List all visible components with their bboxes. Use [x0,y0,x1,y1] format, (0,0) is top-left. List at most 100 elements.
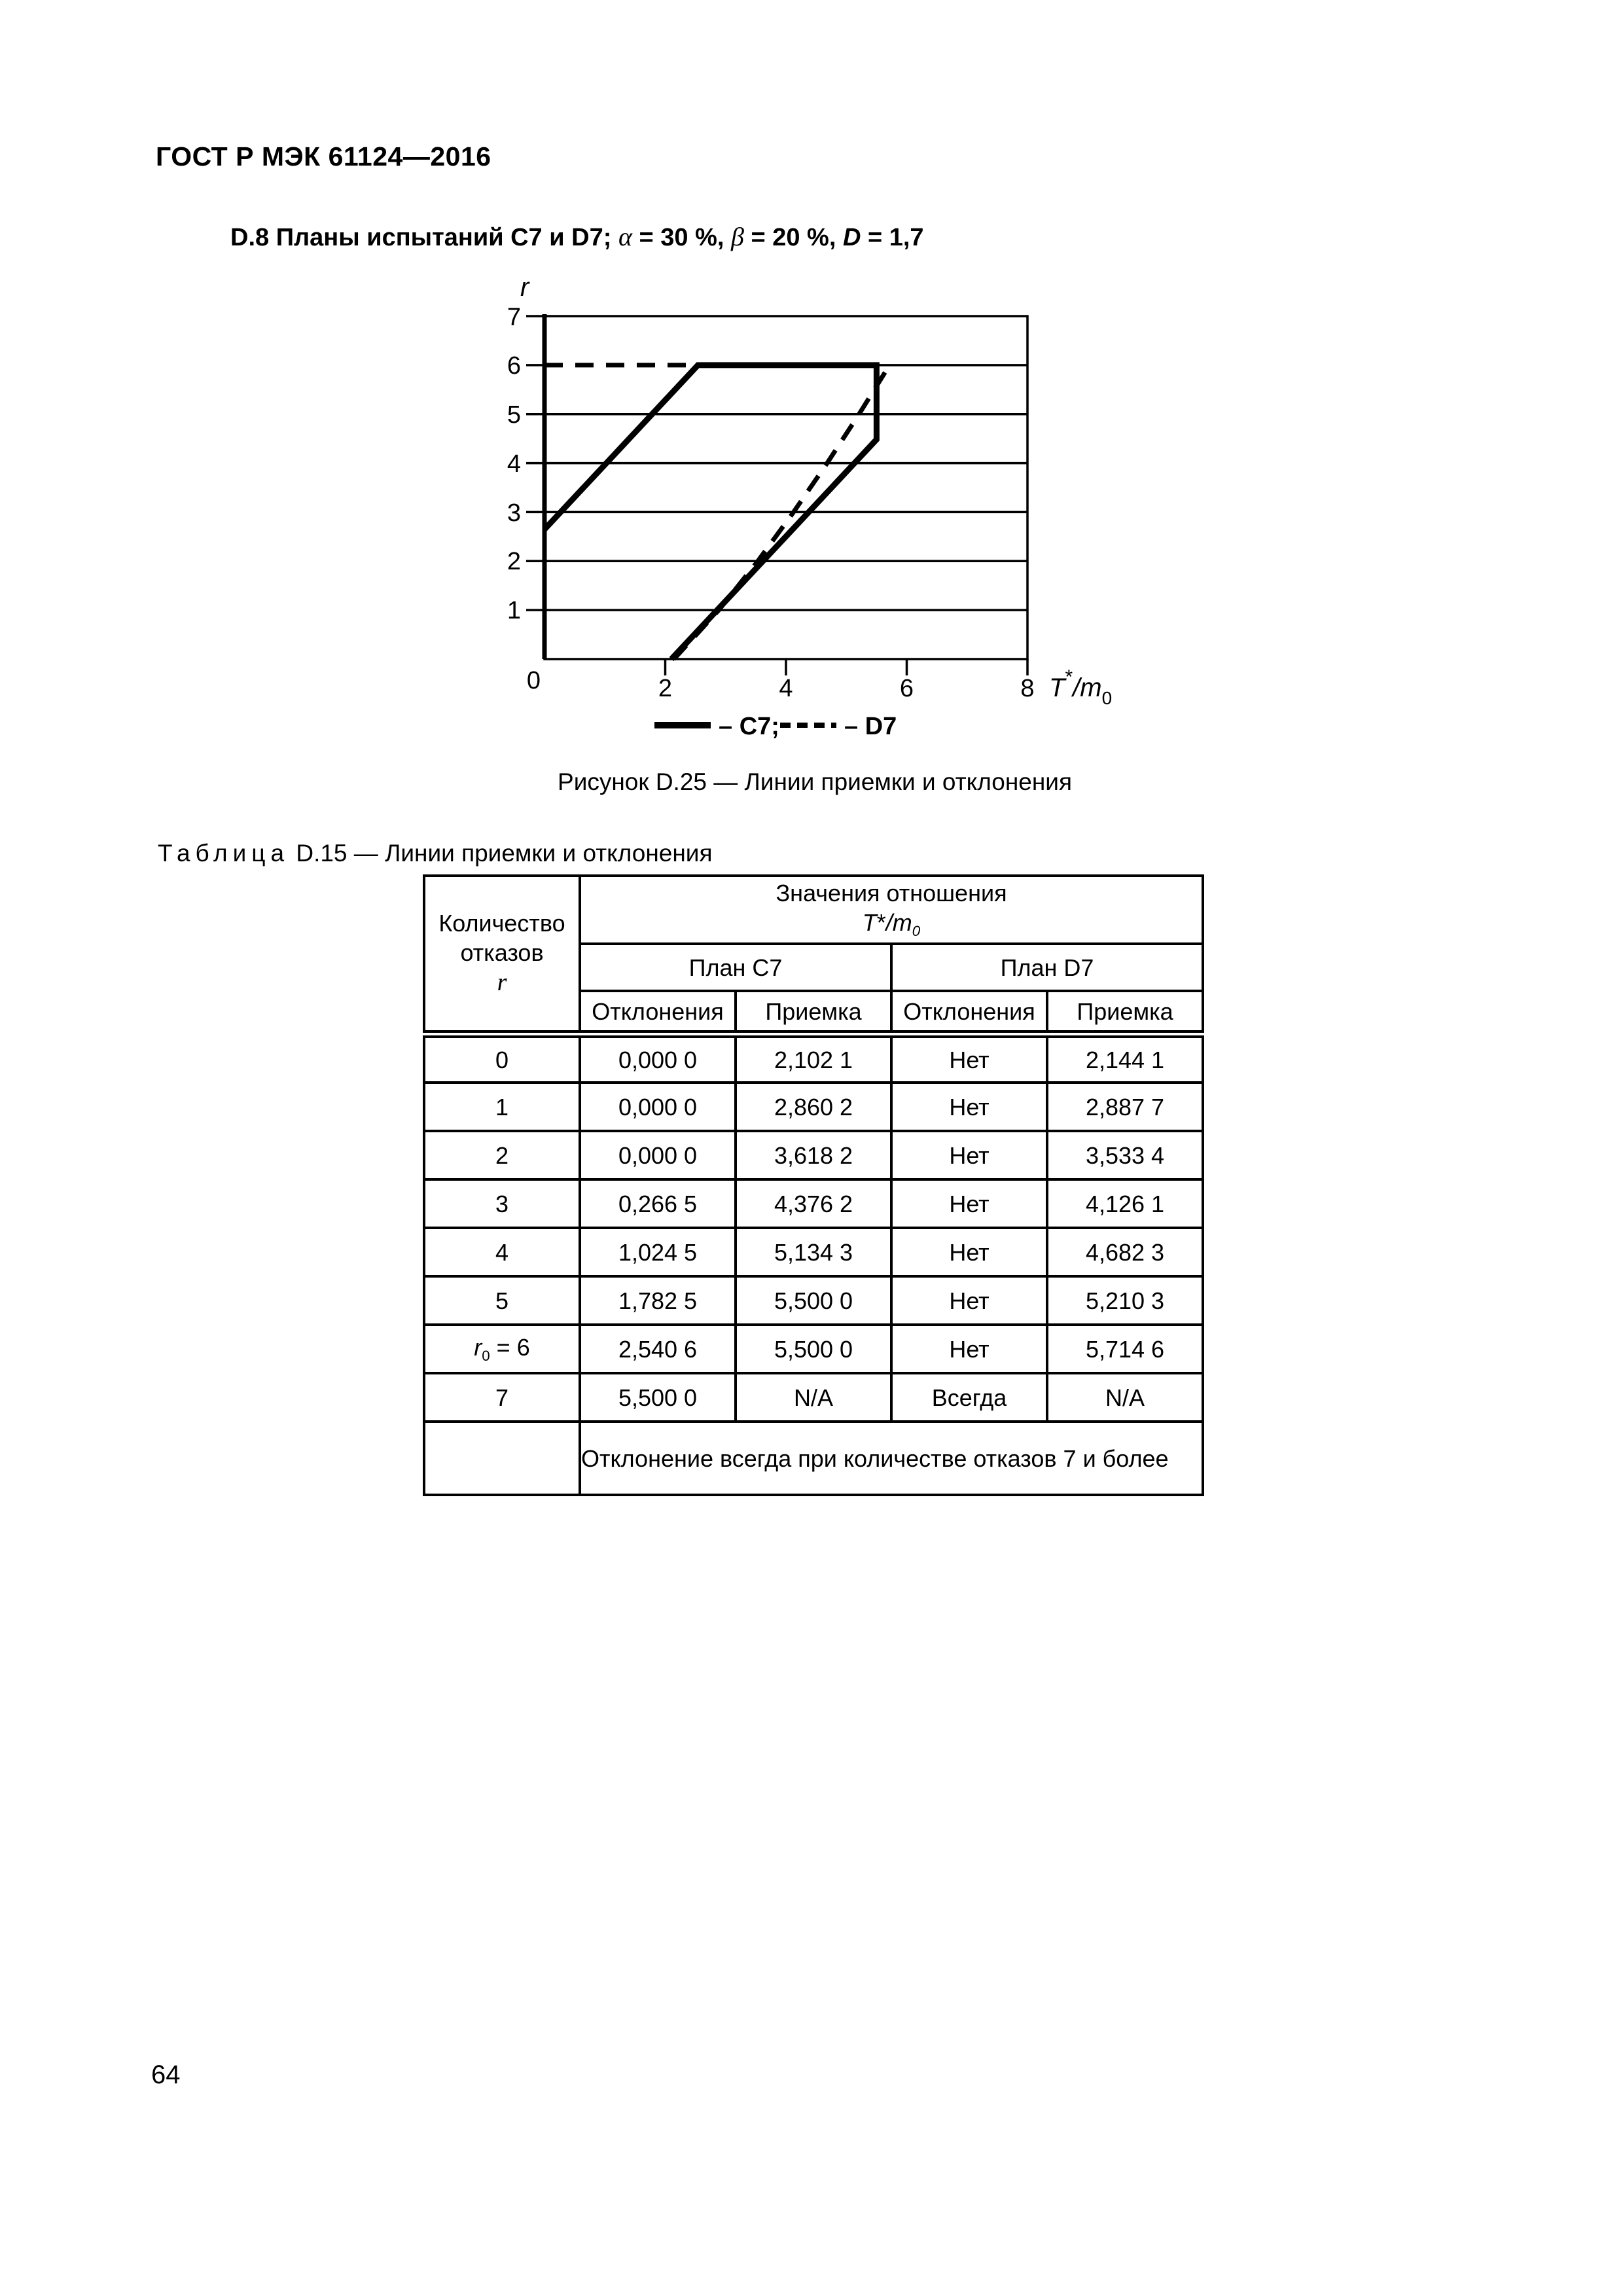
table-cell: 1,024 5 [579,1227,737,1278]
table-row: r0 = 6 2,540 6 5,500 0 Нет 5,714 6 [423,1323,1205,1374]
table-title: Таблица D.15 — Линии приемки и отклонени… [158,840,713,867]
r-symbol: r [497,969,507,997]
table-cell: N/A [734,1372,893,1423]
col-header-failures: Количество отказов r [423,874,581,1038]
cell-failure-count: r0 = 6 [423,1323,581,1374]
figure-caption: Рисунок D.25 — Линии приемки и отклонени… [558,768,1072,795]
col-header-ratio: Значения отношения T*/m0 [578,874,1205,945]
table-cell: 2,860 2 [734,1081,893,1132]
col-header-plan-d7: План D7 [889,942,1205,992]
x-ticks [664,659,1029,675]
col-header-acceptance-c7: Приемка [734,990,893,1038]
svg-text:8: 8 [1020,675,1034,702]
cell-failure-count: 0 [423,1033,581,1084]
table-cell: Нет [890,1275,1048,1326]
table-cell: 0,000 0 [579,1033,737,1084]
table-cell: 2,102 1 [734,1033,893,1084]
section-heading: D.8 Планы испытаний С7 и D7; α = 30 %, β… [230,222,924,251]
cell-failure-count: 3 [423,1178,581,1229]
chart-svg: 7 6 5 4 3 2 1 0 2 4 6 8 r T*/m0 [507,273,1112,740]
table-row: 1 0,000 0 2,860 2 Нет 2,887 7 [423,1081,1205,1132]
col-header-acceptance-d7: Приемка [1045,990,1205,1038]
heading-text: D.8 Планы испытаний С7 и D7; [230,224,618,251]
d-symbol: D [842,224,861,251]
beta-symbol: β [731,222,744,251]
svg-text:6: 6 [900,675,914,702]
table-row: 7 5,500 0 N/A Всегда N/A [423,1372,1205,1423]
table-cell: Нет [890,1130,1048,1181]
table-cell: 5,500 0 [579,1372,737,1423]
col-header-rejection-c7: Отклонения [579,990,737,1038]
page-number: 64 [151,2060,181,2089]
series-line-C7 [542,362,880,662]
table-cell: 3,533 4 [1045,1130,1205,1181]
cell-failure-count: 1 [423,1081,581,1132]
table-cell: Нет [890,1227,1048,1278]
table-cell: 2,540 6 [579,1323,737,1374]
table-cell: 3,618 2 [734,1130,893,1181]
table-cell: 0,266 5 [579,1178,737,1229]
y-ticks [526,315,544,611]
cell-failure-count: 4 [423,1227,581,1278]
legend-d7-label: – D7 [844,713,897,740]
cell-failure-count: 7 [423,1372,581,1423]
table-cell: 4,376 2 [734,1178,893,1229]
table-cell: Нет [890,1178,1048,1229]
ratio-formula: T*/m0 [862,909,921,940]
svg-text:4: 4 [507,450,521,478]
table-cell: Нет [890,1081,1048,1132]
series-line-D7 [672,364,892,661]
table-note-row: Отклонение всегда при количестве отказов… [423,1420,1205,1496]
svg-text:0: 0 [527,667,541,694]
svg-text:7: 7 [507,304,521,331]
x-axis-label: T*/m0 [1049,666,1112,708]
table-cell: 5,500 0 [734,1275,893,1326]
series-lines [542,362,892,662]
legend-c7-label: – C7; [719,713,779,740]
table-cell: 5,134 3 [734,1227,893,1278]
table-row: 5 1,782 5 5,500 0 Нет 5,210 3 [423,1275,1205,1326]
col-header-rejection-d7: Отклонения [890,990,1048,1038]
table-cell: Нет [890,1033,1048,1084]
table-cell: 1,782 5 [579,1275,737,1326]
table-row: 4 1,024 5 5,134 3 Нет 4,682 3 [423,1227,1205,1278]
table-cell: 5,210 3 [1045,1275,1205,1326]
table-cell: Нет [890,1323,1048,1374]
table-cell: 2,144 1 [1045,1033,1205,1084]
svg-text:4: 4 [779,675,793,702]
x-tick-labels: 2 4 6 8 [658,675,1035,702]
table-cell: 0,000 0 [579,1130,737,1181]
doc-header: ГОСТ Р МЭК 61124—2016 [156,141,491,171]
y-axis-label: r [520,273,530,302]
cell-failure-count: 2 [423,1130,581,1181]
table-cell: 4,126 1 [1045,1178,1205,1229]
svg-text:2: 2 [507,548,521,575]
table-cell: N/A [1045,1372,1205,1423]
svg-text:3: 3 [507,499,521,527]
table-body: 0 0,000 0 2,102 1 Нет 2,144 1 1 0,000 0 2,860 2… [423,1033,1205,1423]
svg-text:5: 5 [507,401,521,429]
table-cell: 0,000 0 [579,1081,737,1132]
svg-text:1: 1 [507,597,521,624]
table-cell: 5,714 6 [1045,1323,1205,1374]
chart-legend: – C7; – D7 [654,713,897,740]
table-cell: 5,500 0 [734,1323,893,1374]
cell-failure-count: 5 [423,1275,581,1326]
table-note: Отклонение всегда при количестве отказов… [578,1420,1205,1496]
figure-chart: 7 6 5 4 3 2 1 0 2 4 6 8 r T*/m0 [458,262,1145,749]
y-tick-labels: 7 6 5 4 3 2 1 0 [507,304,541,694]
table-row: 2 0,000 0 3,618 2 Нет 3,533 4 [423,1130,1205,1181]
table-row: 0 0,000 0 2,102 1 Нет 2,144 1 [423,1033,1205,1084]
svg-text:6: 6 [507,352,521,380]
table-cell: Всегда [890,1372,1048,1423]
table-cell: 4,682 3 [1045,1227,1205,1278]
svg-text:2: 2 [658,675,672,702]
data-table: Количество отказов r Значения отношения … [423,874,1205,1496]
table-cell: 2,887 7 [1045,1081,1205,1132]
table-cell-empty [423,1420,581,1496]
col-header-plan-c7: План С7 [579,942,893,992]
alpha-symbol: α [618,222,632,251]
table-row: 3 0,266 5 4,376 2 Нет 4,126 1 [423,1178,1205,1229]
gridlines [544,364,1027,611]
